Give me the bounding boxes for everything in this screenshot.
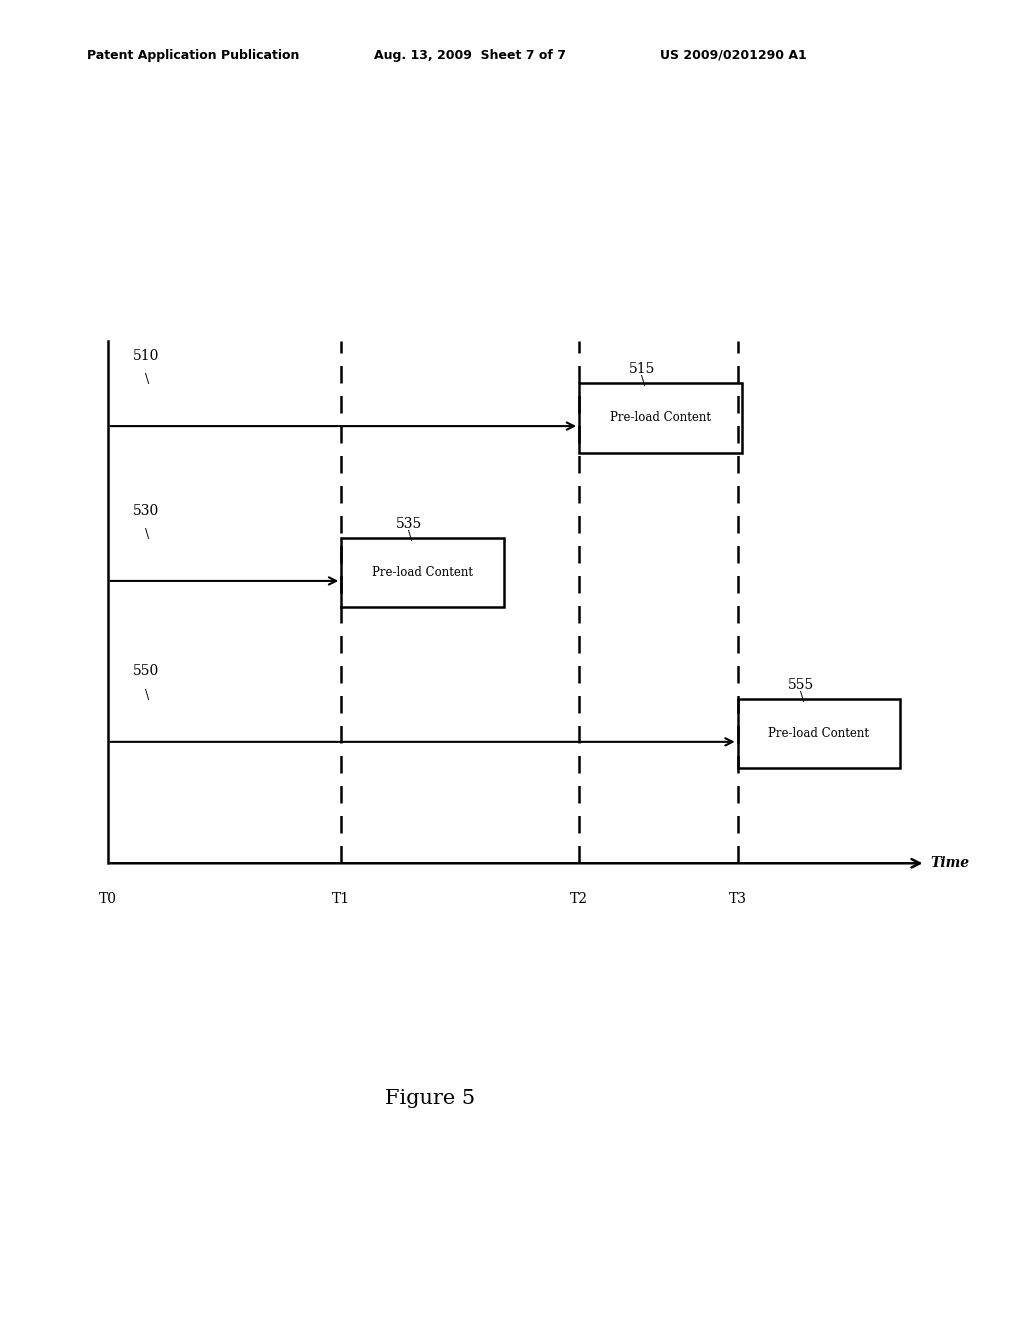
Text: Figure 5: Figure 5 xyxy=(385,1089,475,1107)
Bar xyxy=(341,537,504,607)
Text: 515: 515 xyxy=(629,362,655,376)
Text: 510: 510 xyxy=(132,348,159,363)
Text: \: \ xyxy=(144,374,150,387)
Bar xyxy=(579,383,741,453)
Text: T3: T3 xyxy=(729,892,746,907)
Text: 530: 530 xyxy=(132,503,159,517)
Text: \: \ xyxy=(144,689,150,702)
Text: 550: 550 xyxy=(132,664,159,678)
Text: T0: T0 xyxy=(98,892,117,907)
Text: \: \ xyxy=(800,692,804,704)
Text: Aug. 13, 2009  Sheet 7 of 7: Aug. 13, 2009 Sheet 7 of 7 xyxy=(374,49,565,62)
Text: T1: T1 xyxy=(332,892,350,907)
Text: US 2009/0201290 A1: US 2009/0201290 A1 xyxy=(660,49,807,62)
Text: Pre-load Content: Pre-load Content xyxy=(768,727,869,741)
Text: 535: 535 xyxy=(395,516,422,531)
Text: Time: Time xyxy=(931,857,970,870)
Text: 555: 555 xyxy=(787,677,814,692)
Text: Pre-load Content: Pre-load Content xyxy=(372,566,473,579)
Text: T2: T2 xyxy=(570,892,588,907)
Text: Patent Application Publication: Patent Application Publication xyxy=(87,49,299,62)
Text: Pre-load Content: Pre-load Content xyxy=(610,412,711,424)
Text: \: \ xyxy=(641,375,646,388)
Bar xyxy=(737,698,900,768)
Text: \: \ xyxy=(408,531,412,544)
Text: \: \ xyxy=(144,528,150,541)
